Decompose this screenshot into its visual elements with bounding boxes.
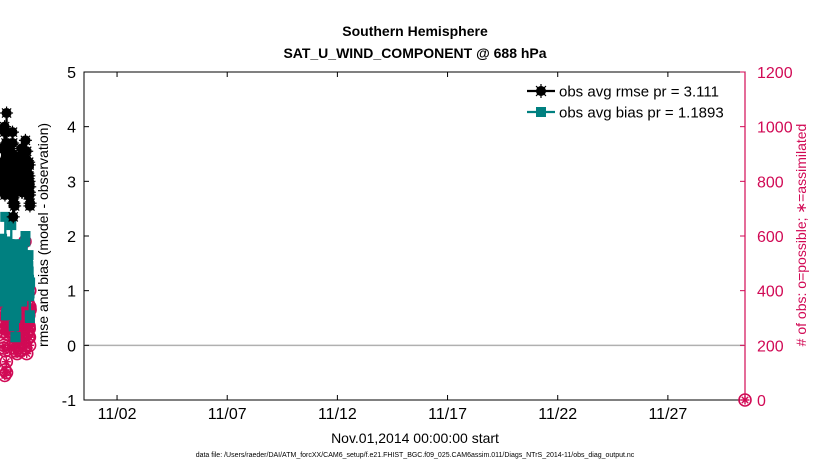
plot-area: -1 0 1 2 3 4 5 0 200 400 600 800 1000 1200 11/02 11/07 1…: [0, 65, 793, 423]
rmse-point: [0, 106, 14, 120]
bias-point: [25, 277, 36, 288]
y-tick-label-right: 800: [757, 174, 784, 191]
chart-subtitle: SAT_U_WIND_COMPONENT @ 688 hPa: [283, 45, 546, 61]
rmse-point: [23, 180, 37, 194]
legend-entry-rmse-marker: [534, 84, 548, 98]
data-file-footnote: data file: /Users/raeder/DAI/ATM_forcXX/…: [195, 452, 635, 459]
assimilated-point-spoke: [2, 368, 11, 377]
y-tick-label-left: 1: [67, 284, 76, 301]
y-tick-label-left: 5: [67, 65, 76, 82]
rmse-point: [22, 158, 36, 172]
assimilated-point: [25, 340, 35, 350]
right-axis-zero-asterisk-spoke: [741, 396, 749, 404]
chart-title: Southern Hemisphere: [342, 23, 488, 39]
assimilated-point: [24, 332, 34, 342]
y-tick-label-left: 3: [67, 174, 76, 191]
bias-point: [24, 313, 35, 323]
rmse-point: [6, 136, 20, 150]
legend: obs avg rmse pr = 3.111 obs avg bias pr =…: [525, 78, 740, 126]
assimilated-point-spoke: [2, 358, 11, 366]
x-tick-label: 11/22: [538, 406, 577, 423]
x-axis-label: Nov.01,2014 00:00:00 start: [331, 430, 499, 446]
legend-entry-rmse-label: obs avg rmse pr = 3.111: [559, 84, 719, 101]
bias-point: [17, 296, 28, 307]
x-tick-label: 11/12: [318, 406, 357, 423]
assimilated-point-spoke: [0, 341, 8, 350]
assimilated-point-spoke: [25, 333, 34, 341]
rmse-point-spike: [21, 146, 32, 157]
bias-point: [6, 220, 17, 231]
assimilated-point: [1, 357, 11, 367]
y-tick-label-right: 1000: [757, 120, 793, 137]
bias-point: [24, 288, 35, 299]
y-axis-label-left: rmse and bias (model - observation): [35, 123, 51, 347]
rmse-point: [8, 199, 22, 213]
y-tick-label-right: 1200: [757, 65, 793, 82]
possible-point: [0, 365, 14, 380]
rmse-point: [18, 133, 32, 147]
rmse-point-spike: [0, 127, 10, 138]
assimilated-point: [22, 349, 32, 359]
rmse-point-spike: [25, 198, 36, 209]
rmse-point: [20, 144, 34, 158]
bias-point: [8, 321, 19, 332]
assimilated-point: [0, 346, 10, 356]
y-tick-label-right: 200: [757, 338, 784, 355]
x-tick-label: 11/07: [208, 406, 247, 423]
rmse-point-spike: [24, 189, 35, 201]
y-tick-label-right: 0: [757, 393, 766, 410]
rmse-point: [6, 210, 20, 224]
assimilated-point-spoke: [25, 341, 34, 350]
rmse-point-spike: [1, 107, 12, 119]
x-tick-label: 11/27: [648, 406, 687, 423]
rmse-point-spike: [16, 143, 27, 154]
rmse-point-spike: [24, 181, 35, 192]
rmse-point: [22, 174, 36, 188]
right-axis-zero-asterisk: [740, 395, 750, 405]
rmse-point-spike: [20, 135, 31, 146]
assimilated-point: [2, 368, 12, 378]
legend-entry-bias-marker: [536, 107, 546, 117]
rmse-point: [23, 188, 37, 202]
legend-entry-rmse-spike: [535, 85, 547, 97]
legend-box: [525, 78, 740, 126]
y-tick-label-right: 600: [757, 229, 784, 246]
x-tick-label: 11/17: [428, 406, 467, 423]
y-axis-label-right: # of obs: o=possible; ∗=assimilated: [793, 124, 809, 347]
bias-point: [11, 310, 22, 321]
assimilated-point-spoke: [25, 325, 33, 333]
y-tick-label-left: -1: [62, 393, 76, 410]
assimilated-point: [0, 340, 9, 350]
rmse-point-spike: [8, 211, 19, 222]
bias-point: [23, 266, 34, 277]
assimilated-point: [24, 324, 34, 334]
bias-point: [10, 332, 21, 343]
y-tick-label-left: 2: [67, 229, 76, 246]
rmse-point-spike: [9, 200, 20, 211]
legend-entry-bias-label: obs avg bias pr = 1.1893: [559, 105, 724, 122]
rmse-point: [0, 125, 12, 139]
assimilated-point-spoke: [23, 349, 31, 358]
rmse-point: [23, 196, 37, 210]
y-tick-label-right: 400: [757, 284, 784, 301]
rmse-point-spike: [7, 127, 18, 138]
y-tick-label-left: 4: [67, 120, 76, 137]
x-tick-label: 11/02: [98, 406, 137, 423]
bias-point: [23, 250, 34, 261]
bias-point: [20, 231, 31, 241]
rmse-point-spike: [7, 138, 18, 149]
rmse-point: [5, 125, 19, 139]
y-tick-label-left: 0: [67, 338, 76, 355]
assimilated-point-spoke: [1, 347, 9, 355]
rmse-point-spike: [24, 159, 35, 170]
right-axis-zero-marker: [738, 393, 752, 407]
